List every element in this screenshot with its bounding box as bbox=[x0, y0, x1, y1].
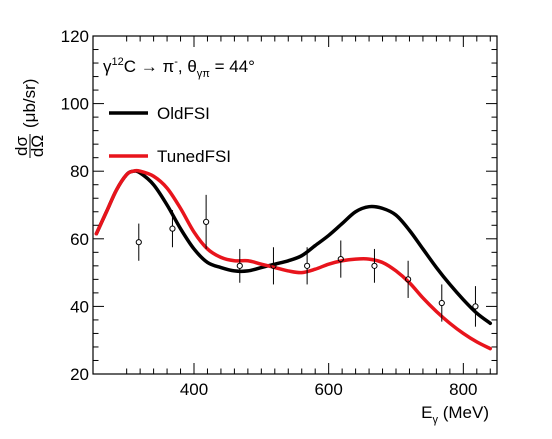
data-point-layer bbox=[135, 194, 479, 327]
data-point-8 bbox=[405, 276, 412, 283]
data-point-9 bbox=[438, 299, 445, 307]
annotation-mass-number: 12 bbox=[112, 56, 124, 68]
series-line-tunedfsi bbox=[94, 168, 493, 351]
legend-label-oldfsi: OldFSI bbox=[157, 104, 210, 123]
x-axis-title-unit: (MeV) bbox=[438, 403, 489, 422]
annotation-theta: , θ bbox=[178, 57, 197, 76]
annotation-pion-charge: - bbox=[174, 56, 178, 68]
y-tick-label-40: 40 bbox=[70, 297, 89, 316]
y-axis: 20 40 60 80 100 120 bbox=[61, 27, 497, 384]
y-tick-label-80: 80 bbox=[70, 162, 89, 181]
x-axis-title: Eγ (MeV) bbox=[421, 403, 489, 426]
y-tick-label-100: 100 bbox=[61, 95, 89, 114]
data-point-3 bbox=[236, 262, 243, 269]
legend-label-tunedfsi: TunedFSI bbox=[157, 147, 231, 166]
y-tick-label-120: 120 bbox=[61, 27, 89, 46]
x-axis-title-main: E bbox=[421, 403, 432, 422]
annotation-gamma: γ bbox=[103, 57, 112, 76]
data-point-4 bbox=[270, 262, 277, 269]
annotation-theta-subscript: γπ bbox=[197, 68, 211, 80]
plot-frame bbox=[92, 35, 498, 375]
y-axis-title-numerator: dσ bbox=[12, 136, 31, 156]
x-axis: 400 600 800 bbox=[126, 36, 491, 399]
x-tick-label-600: 600 bbox=[314, 380, 342, 399]
y-tick-label-60: 60 bbox=[70, 230, 89, 249]
data-point-2 bbox=[203, 218, 210, 225]
curve-layer bbox=[94, 168, 493, 351]
y-axis-title-denominator: dΩ bbox=[28, 135, 47, 157]
x-axis-title-subscript: γ bbox=[433, 414, 439, 426]
annotation-angle: = 44° bbox=[210, 57, 255, 76]
y-tick-label-20: 20 bbox=[70, 365, 89, 384]
x-tick-label-800: 800 bbox=[449, 380, 477, 399]
annotation-reaction: C → π bbox=[124, 57, 174, 76]
data-point-7 bbox=[371, 262, 378, 269]
legend: OldFSI TunedFSI bbox=[109, 104, 231, 166]
reaction-annotation: γ12C → π-, θγπ = 44° bbox=[103, 56, 255, 80]
series-line-oldfsi bbox=[94, 169, 493, 326]
y-axis-title-unit: (μb/sr) bbox=[20, 79, 39, 128]
data-point-6 bbox=[337, 255, 344, 263]
data-point-0 bbox=[135, 239, 142, 246]
data-point-5 bbox=[304, 262, 311, 269]
y-axis-title: dσ dΩ (μb/sr) bbox=[12, 79, 47, 158]
data-point-10 bbox=[472, 303, 479, 310]
data-point-1 bbox=[169, 225, 176, 232]
x-tick-label-400: 400 bbox=[180, 380, 208, 399]
